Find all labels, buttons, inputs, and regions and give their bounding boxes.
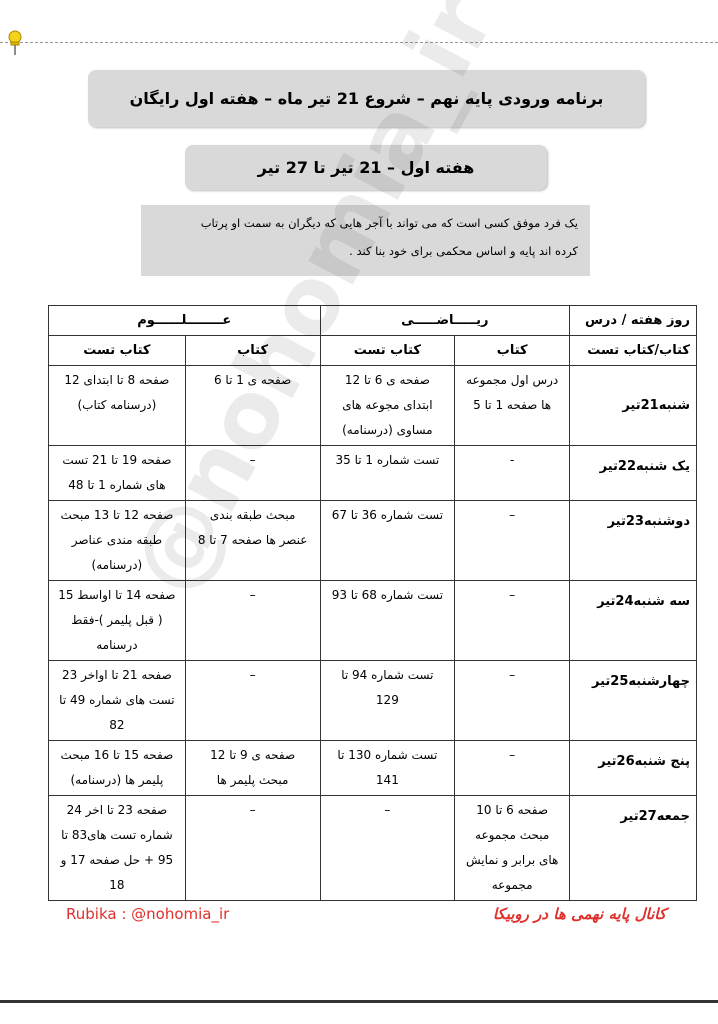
- footer-rubika-handle: Rubika : @nohomia_ir: [66, 905, 230, 923]
- footer-channel-name: کانال پایه نهمی ها در روبیکا: [492, 905, 666, 923]
- day-cell: یک شنبه22تیر: [569, 445, 697, 501]
- corner-header-bottom: کتاب/کتاب تست: [569, 335, 697, 366]
- math-book-cell: –: [454, 500, 571, 581]
- math-test-cell: تست شماره 94 تا 129: [319, 660, 456, 741]
- math-test-header: کتاب تست: [319, 335, 456, 366]
- science-test-cell: صفحه 14 تا اواسط 15 ( قبل پلیمر )-فقط در…: [48, 580, 186, 661]
- math-test-cell: تست شماره 36 تا 67: [319, 500, 456, 581]
- math-book-cell: –: [454, 660, 571, 741]
- science-book-cell: صفحه ی 1 تا 6: [184, 365, 321, 446]
- week-title: هفته اول – 21 تیر تا 27 تیر: [185, 145, 547, 190]
- table-row: سه شنبه24تیر – تست شماره 68 تا 93– صفحه 14 …: [48, 580, 697, 661]
- math-test-cell: صفحه ی 6 تا 12 ابتدای مجوعه های مساوی (د…: [319, 365, 456, 446]
- science-book-cell: –: [184, 580, 321, 661]
- day-cell: جمعه27تیر: [569, 795, 697, 901]
- table-subheader-row: کتاب/کتاب تست کتاب کتاب تست کتاب کتاب تس…: [48, 335, 697, 366]
- science-test-header: کتاب تست: [48, 335, 186, 366]
- schedule-table: روز هفته / درس ریـــــاضـــــی عــــــــ…: [48, 305, 697, 901]
- science-test-cell: صفحه 8 تا ابتدای 12 (درسنامه کتاب): [48, 365, 186, 446]
- math-test-cell: تست شماره 130 تا 141: [319, 740, 456, 796]
- day-cell: چهارشنبه25تیر: [569, 660, 697, 741]
- top-divider: [0, 42, 718, 43]
- table-row: چهارشنبه25تیر – تست شماره 94 تا 129– صفحه 2…: [48, 660, 697, 741]
- corner-header-top: روز هفته / درس: [569, 305, 697, 336]
- math-book-header: کتاب: [454, 335, 571, 366]
- science-book-cell: صفحه ی 9 تا 12 مبحث پلیمر ها: [184, 740, 321, 796]
- pushpin-icon: [8, 30, 22, 55]
- science-book-cell: –: [184, 795, 321, 901]
- science-book-cell: –: [184, 660, 321, 741]
- page-title: برنامه ورودی پایه نهم – شروع 21 تیر ماه …: [88, 70, 645, 127]
- math-header: ریـــــاضـــــی: [319, 305, 571, 336]
- day-cell: پنج شنبه26تیر: [569, 740, 697, 796]
- motivational-quote: یک فرد موفق کسی است که می تواند با آجر ه…: [141, 205, 590, 276]
- science-header: عــــــــلــــــوم: [48, 305, 321, 336]
- math-book-cell: –: [454, 740, 571, 796]
- math-book-cell: -: [454, 445, 571, 501]
- science-book-cell: مبحث طبقه بندی عنصر ها صفحه 7 تا 8: [184, 500, 321, 581]
- math-test-cell: –: [319, 795, 456, 901]
- science-test-cell: صفحه 19 تا 21 تست های شماره 1 تا 48: [48, 445, 186, 501]
- table-header-row: روز هفته / درس ریـــــاضـــــی عــــــــ…: [48, 305, 697, 336]
- science-test-cell: صفحه 23 تا اخر 24 شماره تست های83 تا 95 …: [48, 795, 186, 901]
- table-row: پنج شنبه26تیر – تست شماره 130 تا 141 صفحه ی…: [48, 740, 697, 796]
- math-test-cell: تست شماره 68 تا 93: [319, 580, 456, 661]
- day-cell: دوشنبه23تیر: [569, 500, 697, 581]
- math-test-cell: تست شماره 1 تا 35: [319, 445, 456, 501]
- day-cell: سه شنبه24تیر: [569, 580, 697, 661]
- table-row: شنبه21تیر درس اول مجموعه ها صفحه 1 تا 5 صف…: [48, 365, 697, 446]
- science-test-cell: صفحه 12 تا 13 مبحث طبقه مندی عناصر (درسن…: [48, 500, 186, 581]
- science-book-header: کتاب: [184, 335, 321, 366]
- math-book-cell: –: [454, 580, 571, 661]
- science-book-cell: –: [184, 445, 321, 501]
- math-book-cell: صفحه 6 تا 10 مبحث مجموعه های برابر و نما…: [454, 795, 571, 901]
- math-book-cell: درس اول مجموعه ها صفحه 1 تا 5: [454, 365, 571, 446]
- table-row: دوشنبه23تیر – تست شماره 36 تا 67 مبحث طبقه …: [48, 500, 697, 581]
- table-row: یک شنبه22تیر - تست شماره 1 تا 35– صفحه 19 ت…: [48, 445, 697, 501]
- day-cell: شنبه21تیر: [569, 365, 697, 446]
- science-test-cell: صفحه 21 تا اواخر 23 تست های شماره 49 تا …: [48, 660, 186, 741]
- science-test-cell: صفحه 15 تا 16 مبحث پلیمر ها (درسنامه): [48, 740, 186, 796]
- table-row: جمعه27تیر صفحه 6 تا 10 مبحث مجموعه های بر…: [48, 795, 697, 901]
- bottom-divider: [0, 1000, 718, 1003]
